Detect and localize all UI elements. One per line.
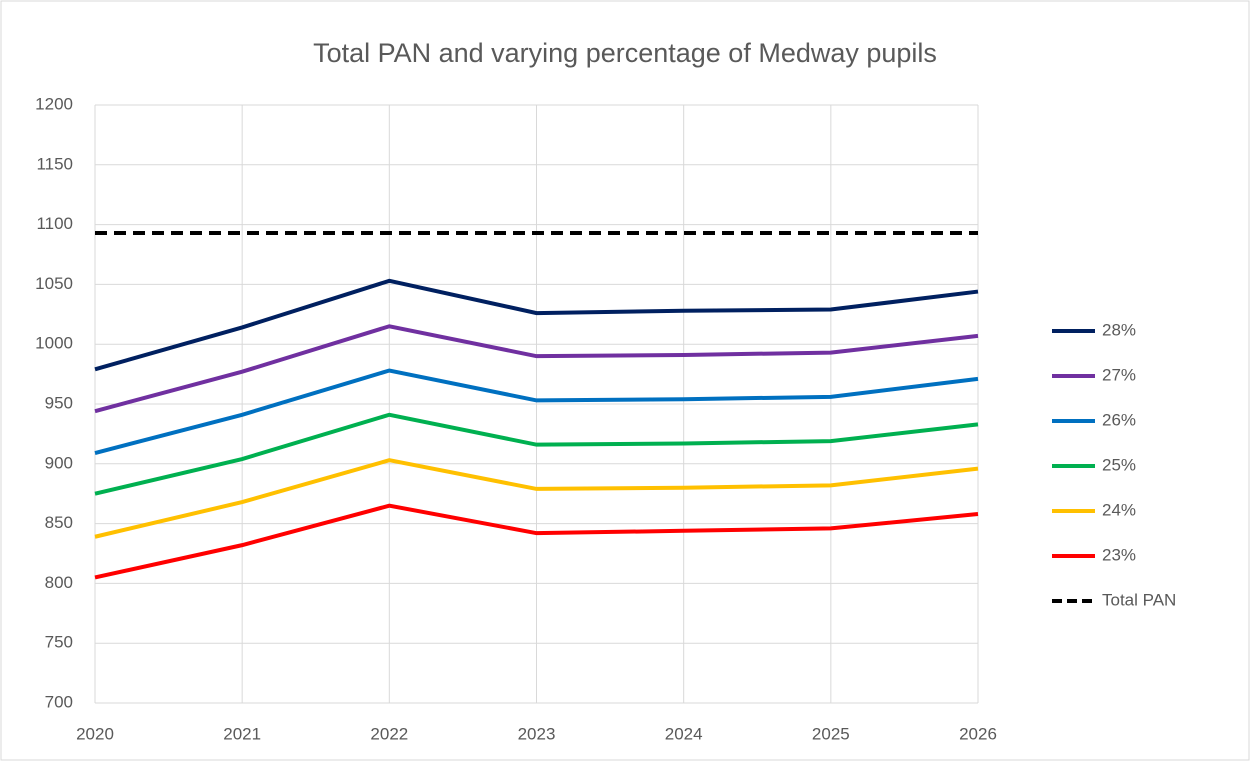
y-tick-label: 1100 bbox=[36, 214, 73, 233]
legend-label: Total PAN bbox=[1102, 590, 1176, 609]
y-tick-label: 1200 bbox=[35, 94, 73, 113]
line bbox=[94, 324, 979, 414]
y-tick-label: 850 bbox=[45, 513, 73, 532]
y-tick-label: 950 bbox=[45, 393, 73, 412]
legend-label: 24% bbox=[1102, 500, 1136, 519]
legend-label: 28% bbox=[1102, 320, 1136, 339]
x-tick-label: 2023 bbox=[518, 724, 556, 743]
y-tick-label: 1000 bbox=[35, 334, 73, 353]
x-tick-label: 2025 bbox=[812, 724, 850, 743]
line bbox=[94, 278, 979, 372]
legend-label: 23% bbox=[1102, 545, 1136, 564]
line bbox=[94, 503, 979, 580]
y-tick-label: 1050 bbox=[35, 274, 73, 293]
legend-label: 25% bbox=[1102, 455, 1136, 474]
y-tick-label: 1150 bbox=[36, 154, 73, 173]
y-tick-label: 900 bbox=[45, 453, 73, 472]
legend-label: 26% bbox=[1102, 410, 1136, 429]
x-tick-label: 2021 bbox=[223, 724, 261, 743]
y-tick-label: 750 bbox=[45, 633, 73, 652]
legend-label: 27% bbox=[1102, 365, 1136, 384]
x-tick-label: 2022 bbox=[370, 724, 408, 743]
y-tick-label: 700 bbox=[45, 692, 73, 711]
x-tick-label: 2024 bbox=[665, 724, 703, 743]
line bbox=[94, 458, 979, 539]
line bbox=[94, 412, 979, 496]
chart-title: Total PAN and varying percentage of Medw… bbox=[313, 38, 937, 68]
y-tick-label: 800 bbox=[45, 573, 73, 592]
x-tick-label: 2026 bbox=[959, 724, 997, 743]
line bbox=[94, 368, 979, 455]
x-tick-label: 2020 bbox=[76, 724, 114, 743]
